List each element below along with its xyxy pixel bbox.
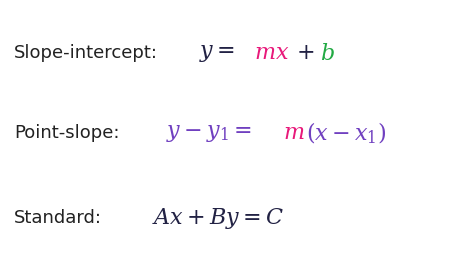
Text: Standard:: Standard:	[14, 209, 102, 227]
Text: $Ax + By = C$: $Ax + By = C$	[152, 206, 284, 231]
Text: $m$: $m$	[283, 123, 305, 143]
Text: Point-slope:: Point-slope:	[14, 124, 120, 142]
Text: $y = $: $y = $	[199, 43, 235, 64]
Text: $mx$: $mx$	[254, 43, 289, 63]
Text: $b$: $b$	[320, 43, 335, 64]
Text: $(x - x_1)$: $(x - x_1)$	[306, 120, 386, 146]
Text: $y - y_1 = $: $y - y_1 = $	[166, 123, 252, 143]
Text: $+$: $+$	[296, 43, 315, 63]
Text: Slope-intercept:: Slope-intercept:	[14, 44, 158, 62]
